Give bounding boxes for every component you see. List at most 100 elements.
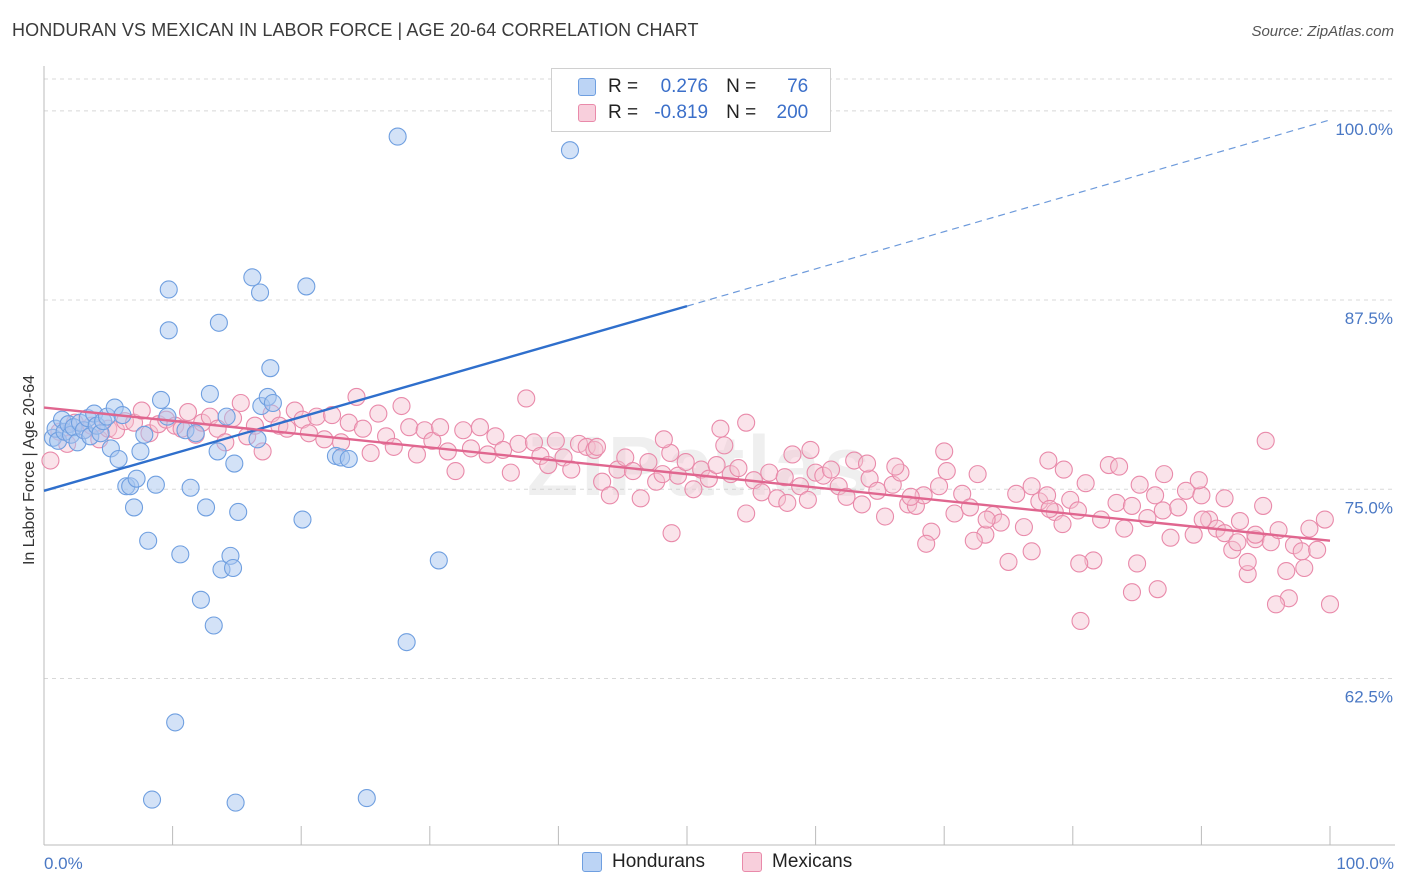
y-tick-labels: 62.5% 75.0% 87.5% 100.0% [1335, 120, 1393, 707]
mexicans-point [647, 472, 666, 491]
hondurans-point [204, 616, 223, 635]
hondurans-point [139, 531, 158, 550]
mexicans-point [446, 462, 465, 481]
mexicans-point [600, 486, 619, 505]
mexicans-point [668, 466, 688, 485]
mexicans-point [937, 462, 956, 481]
hondurans-point [131, 442, 150, 461]
mexicans-point [587, 437, 607, 456]
mexicans-point [1246, 530, 1265, 549]
mexicans-point [1308, 540, 1327, 559]
hondurans-point [250, 283, 270, 302]
mexicans-point [231, 393, 250, 413]
mexicans-point [752, 483, 771, 502]
mexicans-point [461, 439, 481, 458]
mexicans-point [922, 522, 941, 541]
n-label: N = [726, 76, 757, 97]
hondurans-point [357, 789, 376, 808]
hondurans-point [146, 475, 165, 494]
source-credit: Source: ZipAtlas.com [1251, 23, 1394, 40]
mexicans-point [509, 434, 528, 453]
mexicans-point [1070, 554, 1089, 573]
stats-legend: R = 0.276 N = 76 R = -0.819 N = 200 [551, 68, 831, 132]
hondurans-point [135, 425, 154, 444]
legend-item-hondurans: Hondurans [582, 851, 705, 873]
mexicans-point [1054, 460, 1073, 479]
mexicans-point [369, 404, 388, 423]
mexicans-point [775, 468, 794, 487]
hondurans-point [159, 321, 178, 340]
watermark: ZIPatlas [527, 419, 873, 513]
mexicans-point [875, 507, 895, 526]
mexicans-point [821, 460, 841, 479]
mexicans-point [760, 463, 779, 482]
n-label: N = [726, 102, 757, 123]
mexicans-point [517, 389, 536, 408]
mexicans-point [857, 454, 877, 473]
mexicans-point [1014, 518, 1033, 537]
mexicans-point [868, 481, 887, 500]
mexicans-point [737, 504, 756, 523]
mexicans-point [1130, 475, 1149, 494]
mexicans-point [707, 456, 726, 475]
hondurans-point [181, 478, 200, 497]
mexicans-point [438, 442, 457, 461]
mexicans-point [41, 451, 60, 470]
hondurans-point [166, 713, 185, 732]
mexicans-point [1320, 595, 1340, 614]
mexicans-point [676, 452, 695, 472]
mexicans-point [1022, 477, 1041, 496]
mexicans-point [1256, 431, 1275, 450]
trend-lines [43, 119, 1331, 542]
mexicans-point [945, 504, 964, 523]
mexicans-point [1138, 508, 1157, 528]
mexicans-point [1238, 552, 1257, 571]
mexicans-point [662, 524, 681, 543]
hondurans-point [263, 393, 282, 413]
mexicans-point [1076, 474, 1095, 493]
mexicans-swatch [742, 852, 762, 872]
legend-row-hondurans: R = 0.276 N = 76 [552, 74, 808, 100]
mexicans-point [1053, 515, 1072, 534]
mexicans-point [593, 472, 612, 491]
hondurans-point [191, 590, 210, 609]
hondurans-point [196, 498, 216, 517]
mexicans-point [1161, 528, 1180, 547]
y-tick-label: 87.5% [1345, 309, 1393, 328]
hondurans-points [43, 97, 619, 812]
mexicans-point [1110, 457, 1129, 476]
mexicans-point [767, 489, 787, 508]
hondurans-swatch [578, 78, 596, 96]
mexicans-point [392, 396, 411, 416]
mexicans-point [964, 531, 983, 550]
mexicans-point [976, 525, 995, 544]
mexicans-point [1092, 510, 1111, 529]
mexicans-point [1084, 551, 1103, 570]
mexicans-point [886, 457, 905, 476]
legend-row-mexicans: R = -0.819 N = 200 [552, 100, 808, 126]
mexicans-point [1153, 501, 1172, 520]
mexicans-point [1300, 519, 1319, 538]
r-value: 0.276 [660, 76, 709, 97]
hondurans-trend-line [43, 304, 688, 492]
mexicans-point [991, 513, 1010, 532]
mexicans-point [1228, 533, 1247, 552]
n-value: 76 [787, 76, 809, 97]
mexicans-point [1292, 542, 1311, 561]
mexicans-point [454, 421, 473, 440]
hondurans-point [397, 633, 416, 652]
mexicans-point [917, 534, 936, 553]
mexicans-point [653, 465, 672, 484]
mexicans-point [737, 413, 756, 432]
hondurans-point [226, 793, 245, 812]
mexicans-point [1192, 486, 1211, 505]
mexicans-point [1277, 561, 1296, 581]
y-tick-label: 100.0% [1335, 120, 1393, 139]
mexicans-point [486, 427, 505, 446]
mexicans-point [423, 431, 442, 450]
mexicans-point [631, 489, 650, 508]
mexicans-point [132, 401, 151, 420]
mexicans-point [778, 493, 797, 512]
hondurans-point [109, 449, 128, 469]
mexicans-point [400, 418, 419, 437]
